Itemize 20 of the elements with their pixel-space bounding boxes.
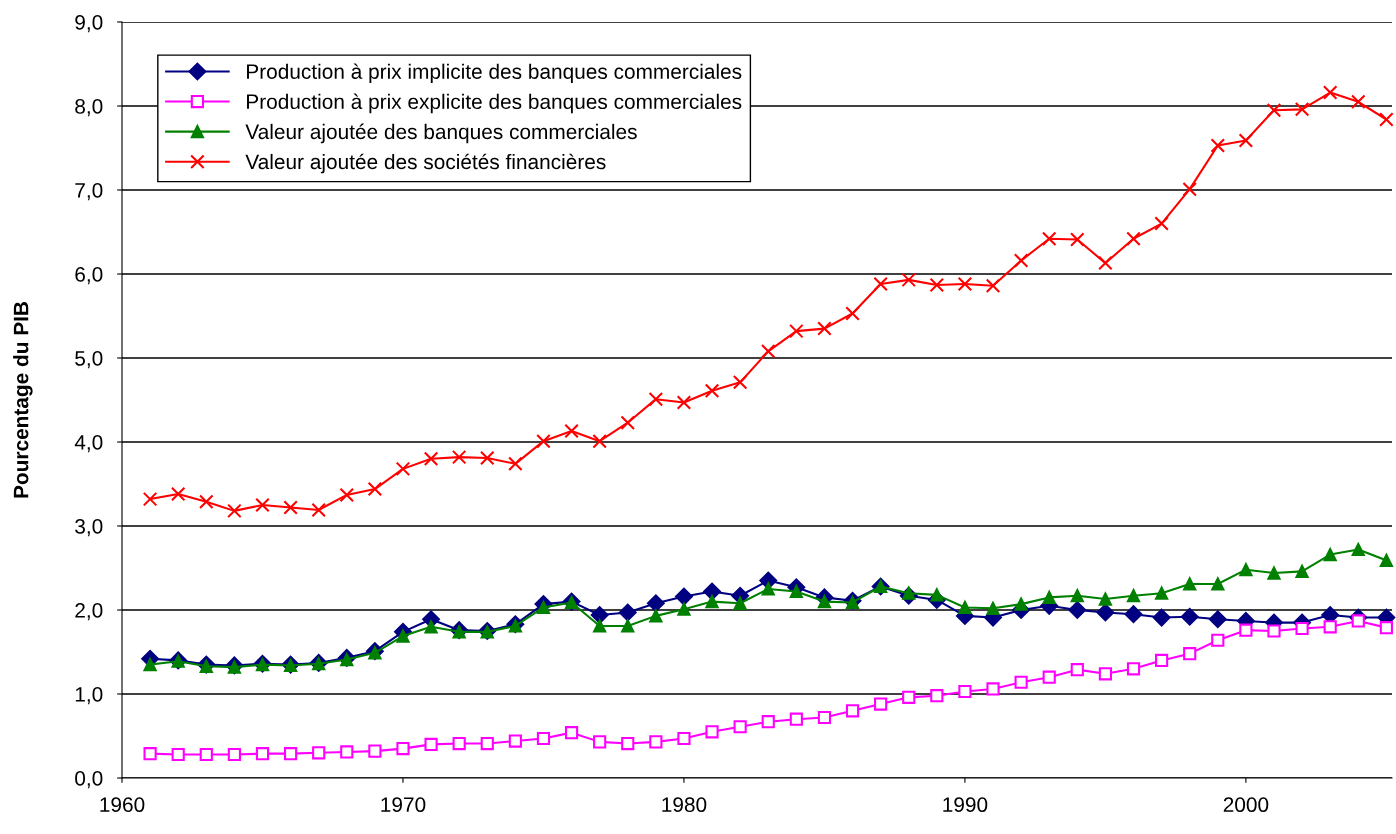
legend-label: Valeur ajoutée des sociétés financières [245,153,606,174]
x-tick-label: 1960 [100,797,145,813]
y-tick-label: 5,0 [75,351,103,369]
legend-label: Production à prix explicite des banques commerciales [247,93,742,114]
y-tick-label: 2,0 [75,603,103,621]
y-tick-label: 1,0 [75,687,103,705]
y-tick-label: 8,0 [75,99,103,117]
y-axis-title: Pourcentage du PIB [13,301,33,498]
x-tick-label: 2000 [1223,797,1269,813]
y-tick-label: 0,0 [75,771,103,789]
legend-label: Valeur ajoutée des banques commerciales [245,123,637,144]
y-tick-label: 3,0 [75,519,103,537]
y-tick-label: 9,0 [75,15,103,33]
x-tick-label: 1980 [662,797,707,813]
x-tick-label: 1990 [943,797,988,813]
y-tick-label: 6,0 [75,267,103,285]
y-tick-label: 4,0 [74,435,103,453]
x-tick-label: 1970 [381,797,426,813]
legend-label: Production à prix implicite des banques commerciales [247,63,742,84]
y-tick-label: 7,0 [75,183,103,201]
